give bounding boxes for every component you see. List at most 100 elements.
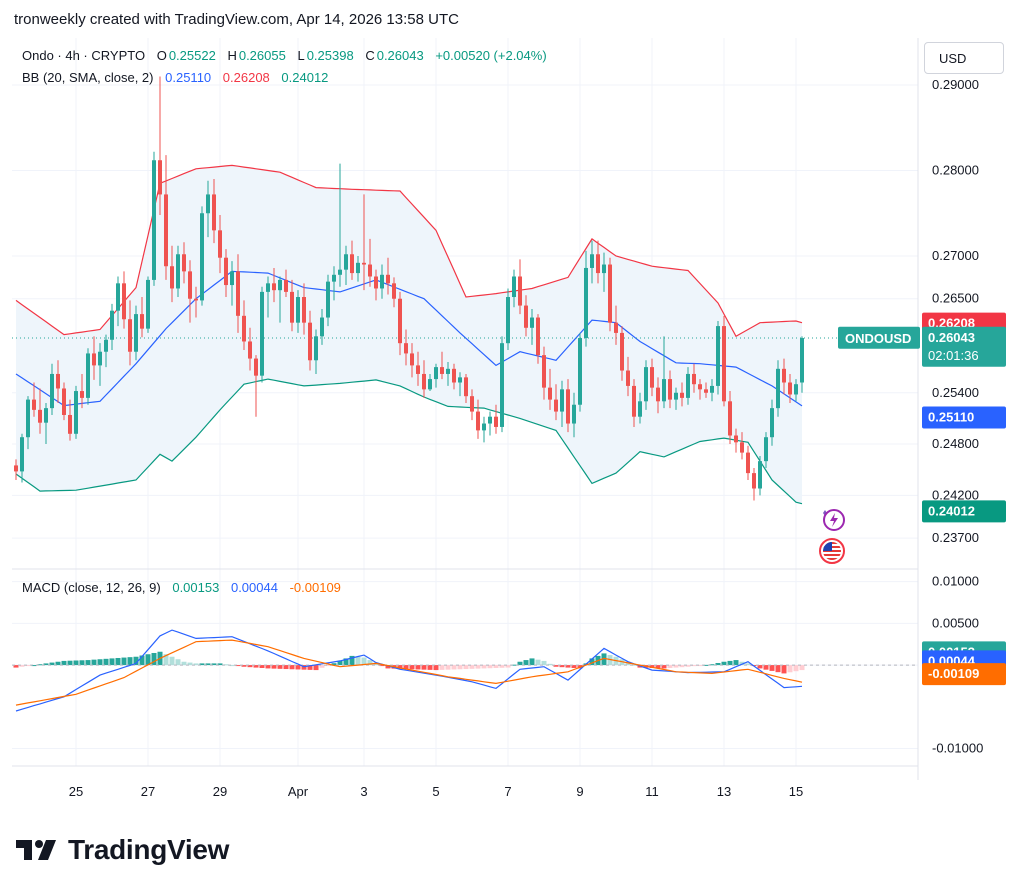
- candle[interactable]: [686, 367, 690, 405]
- candle[interactable]: [536, 314, 540, 364]
- candle[interactable]: [164, 155, 168, 280]
- candle[interactable]: [146, 276, 150, 333]
- candle[interactable]: [518, 259, 522, 315]
- candle[interactable]: [98, 343, 102, 386]
- candle[interactable]: [170, 245, 174, 303]
- candle[interactable]: [362, 194, 366, 291]
- candle[interactable]: [602, 252, 606, 292]
- candle[interactable]: [332, 266, 336, 301]
- candle[interactable]: [350, 240, 354, 280]
- candle[interactable]: [488, 411, 492, 436]
- candle[interactable]: [122, 271, 126, 329]
- candle[interactable]: [344, 245, 348, 286]
- candle[interactable]: [452, 363, 456, 390]
- candle[interactable]: [152, 151, 156, 286]
- macd-signal-line[interactable]: [15, 639, 803, 706]
- candle[interactable]: [374, 269, 378, 301]
- candle[interactable]: [314, 329, 318, 374]
- candle[interactable]: [596, 240, 600, 284]
- candle[interactable]: [104, 334, 108, 368]
- candle[interactable]: [644, 360, 648, 410]
- candle[interactable]: [758, 456, 762, 496]
- candle[interactable]: [422, 360, 426, 398]
- candle[interactable]: [254, 355, 258, 417]
- symbol-tag[interactable]: ONDOUSD: [845, 331, 911, 346]
- candle[interactable]: [206, 180, 210, 238]
- candle[interactable]: [608, 257, 612, 332]
- candle[interactable]: [590, 240, 594, 284]
- candle[interactable]: [722, 315, 726, 407]
- candle[interactable]: [446, 361, 450, 386]
- candle[interactable]: [482, 416, 486, 443]
- candle[interactable]: [794, 379, 798, 402]
- candle[interactable]: [212, 179, 216, 244]
- candle[interactable]: [236, 254, 240, 333]
- candle[interactable]: [512, 269, 516, 308]
- candle[interactable]: [698, 379, 702, 400]
- candle[interactable]: [278, 276, 282, 323]
- candle[interactable]: [632, 379, 636, 427]
- candle[interactable]: [548, 368, 552, 410]
- lightning-alert-icon[interactable]: [821, 507, 847, 533]
- candle[interactable]: [308, 310, 312, 371]
- candle[interactable]: [110, 303, 114, 351]
- candle[interactable]: [86, 348, 90, 405]
- tradingview-logo[interactable]: TradingView: [16, 832, 229, 868]
- us-flag-event-icon[interactable]: [819, 538, 845, 564]
- candle[interactable]: [320, 308, 324, 345]
- candle[interactable]: [746, 445, 750, 480]
- candle[interactable]: [626, 356, 630, 397]
- candle[interactable]: [554, 384, 558, 421]
- candle[interactable]: [38, 388, 42, 434]
- candle[interactable]: [524, 295, 528, 337]
- symbol-label[interactable]: Ondo · 4h · CRYPTO: [22, 48, 146, 63]
- candle[interactable]: [266, 276, 270, 318]
- candle[interactable]: [392, 277, 396, 308]
- candle[interactable]: [398, 291, 402, 356]
- candle[interactable]: [704, 382, 708, 398]
- candle[interactable]: [662, 336, 666, 409]
- candle[interactable]: [356, 255, 360, 282]
- candle[interactable]: [134, 305, 138, 361]
- candle[interactable]: [44, 403, 48, 445]
- candle[interactable]: [218, 214, 222, 274]
- candle[interactable]: [674, 387, 678, 410]
- candle[interactable]: [140, 297, 144, 338]
- candle[interactable]: [470, 389, 474, 421]
- macd-label[interactable]: MACD (close, 12, 26, 9): [22, 580, 161, 595]
- candle[interactable]: [92, 336, 96, 380]
- candle[interactable]: [32, 382, 36, 417]
- candle[interactable]: [158, 76, 162, 215]
- macd-line[interactable]: [15, 629, 803, 712]
- candle[interactable]: [434, 363, 438, 388]
- candle[interactable]: [728, 391, 732, 445]
- candle[interactable]: [224, 249, 228, 298]
- candle[interactable]: [614, 305, 618, 345]
- candle[interactable]: [50, 363, 54, 415]
- candle[interactable]: [194, 286, 198, 318]
- candle[interactable]: [404, 329, 408, 366]
- candle[interactable]: [800, 336, 804, 393]
- bb-upper-line[interactable]: [15, 164, 803, 338]
- candle[interactable]: [620, 326, 624, 381]
- candle[interactable]: [284, 269, 288, 298]
- bb-label[interactable]: BB (20, SMA, close, 2): [22, 70, 154, 85]
- candle[interactable]: [248, 327, 252, 371]
- candle[interactable]: [440, 351, 444, 380]
- candle[interactable]: [680, 382, 684, 407]
- candle[interactable]: [656, 377, 660, 414]
- candle[interactable]: [572, 392, 576, 438]
- candle[interactable]: [500, 336, 504, 433]
- candle[interactable]: [638, 392, 642, 424]
- candle[interactable]: [530, 308, 534, 345]
- bb-lower-line[interactable]: [15, 378, 803, 505]
- candle[interactable]: [710, 379, 714, 402]
- candle[interactable]: [734, 428, 738, 453]
- candle[interactable]: [566, 379, 570, 433]
- candle[interactable]: [782, 358, 786, 395]
- candle[interactable]: [692, 363, 696, 393]
- candle[interactable]: [668, 370, 672, 409]
- candle[interactable]: [272, 267, 276, 303]
- candle[interactable]: [230, 261, 234, 306]
- candle[interactable]: [368, 238, 372, 287]
